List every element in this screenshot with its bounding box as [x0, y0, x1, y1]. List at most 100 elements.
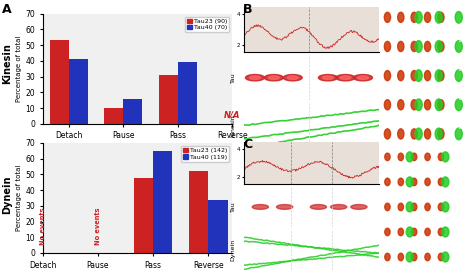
- Circle shape: [351, 205, 367, 209]
- Circle shape: [438, 228, 444, 236]
- Circle shape: [398, 203, 403, 211]
- Circle shape: [264, 75, 283, 81]
- Circle shape: [330, 205, 347, 209]
- Circle shape: [322, 76, 333, 79]
- Circle shape: [442, 152, 449, 162]
- Circle shape: [438, 41, 444, 52]
- Circle shape: [252, 205, 268, 209]
- Text: 10 s: 10 s: [458, 223, 469, 228]
- Bar: [189, 171, 208, 253]
- Circle shape: [384, 70, 391, 81]
- Text: 4 s: 4 s: [461, 148, 469, 153]
- Circle shape: [455, 41, 462, 52]
- Circle shape: [425, 228, 430, 236]
- Circle shape: [411, 100, 417, 110]
- Circle shape: [357, 76, 368, 79]
- Circle shape: [398, 129, 404, 139]
- Circle shape: [340, 76, 351, 79]
- Text: 16 s: 16 s: [458, 248, 469, 253]
- Circle shape: [435, 99, 442, 111]
- Circle shape: [435, 128, 442, 140]
- Y-axis label: Percentage of total: Percentage of total: [17, 165, 22, 231]
- Circle shape: [411, 253, 417, 261]
- Circle shape: [438, 253, 444, 261]
- Circle shape: [354, 75, 373, 81]
- Circle shape: [411, 178, 417, 186]
- Circle shape: [415, 128, 422, 140]
- Bar: [69, 59, 88, 124]
- Text: 5 s: 5 s: [461, 9, 469, 13]
- Bar: [104, 108, 123, 124]
- Circle shape: [438, 178, 444, 186]
- Circle shape: [455, 70, 462, 81]
- Text: No events: No events: [95, 208, 101, 245]
- Bar: [134, 178, 153, 253]
- Text: C: C: [243, 138, 252, 150]
- Circle shape: [246, 75, 264, 81]
- Circle shape: [435, 12, 442, 23]
- Text: 13 s: 13 s: [458, 96, 469, 101]
- Text: Dynein: Dynein: [230, 238, 236, 261]
- Circle shape: [385, 178, 390, 186]
- Text: 10 s: 10 s: [458, 38, 469, 43]
- Circle shape: [406, 227, 413, 237]
- Bar: [208, 200, 228, 253]
- Circle shape: [424, 41, 431, 52]
- Circle shape: [415, 41, 422, 52]
- Circle shape: [268, 76, 279, 79]
- Bar: [50, 40, 69, 124]
- Text: Tau: Tau: [230, 72, 236, 83]
- Text: Dynein: Dynein: [2, 176, 12, 214]
- Circle shape: [398, 153, 403, 161]
- Text: 6 s: 6 s: [461, 173, 469, 178]
- Circle shape: [385, 228, 390, 236]
- Circle shape: [415, 70, 422, 81]
- Bar: [123, 99, 143, 124]
- Circle shape: [406, 252, 413, 262]
- Circle shape: [385, 253, 390, 261]
- Circle shape: [398, 12, 404, 23]
- Circle shape: [398, 178, 403, 186]
- Bar: [159, 75, 178, 124]
- Text: N/A: N/A: [224, 110, 240, 119]
- Circle shape: [438, 203, 444, 211]
- Circle shape: [384, 100, 391, 110]
- Circle shape: [424, 70, 431, 81]
- Circle shape: [442, 177, 449, 187]
- Circle shape: [438, 12, 444, 23]
- Circle shape: [398, 253, 403, 261]
- Legend: Tau23 (142), Tau40 (119): Tau23 (142), Tau40 (119): [181, 146, 229, 162]
- Circle shape: [425, 253, 430, 261]
- Circle shape: [310, 205, 327, 209]
- Legend: Tau23 (90), Tau40 (70): Tau23 (90), Tau40 (70): [185, 17, 229, 32]
- Text: B: B: [243, 3, 253, 16]
- Circle shape: [424, 12, 431, 23]
- Text: 7 s: 7 s: [461, 198, 469, 203]
- Circle shape: [411, 70, 417, 81]
- Circle shape: [384, 12, 391, 23]
- Circle shape: [435, 41, 442, 52]
- Circle shape: [283, 75, 302, 81]
- Text: Tau: Tau: [230, 202, 236, 212]
- Circle shape: [276, 205, 293, 209]
- Circle shape: [425, 203, 430, 211]
- Circle shape: [398, 41, 404, 52]
- Circle shape: [438, 100, 444, 110]
- Circle shape: [425, 178, 430, 186]
- Text: A: A: [2, 3, 12, 16]
- Circle shape: [384, 129, 391, 139]
- Text: 14 s: 14 s: [458, 125, 469, 130]
- Y-axis label: Percentage of total: Percentage of total: [17, 35, 22, 102]
- Circle shape: [406, 152, 413, 162]
- Circle shape: [385, 153, 390, 161]
- Text: Kinesin: Kinesin: [230, 114, 236, 137]
- Circle shape: [455, 12, 462, 23]
- Circle shape: [411, 12, 417, 23]
- Circle shape: [411, 203, 417, 211]
- Circle shape: [415, 99, 422, 111]
- Circle shape: [398, 100, 404, 110]
- Circle shape: [287, 76, 298, 79]
- Circle shape: [442, 252, 449, 262]
- Circle shape: [411, 228, 417, 236]
- Circle shape: [424, 100, 431, 110]
